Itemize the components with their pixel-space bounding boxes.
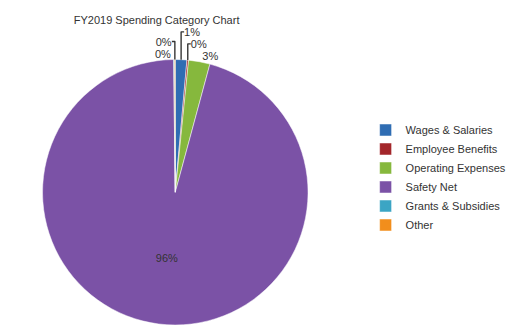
svg-text:FY2019 Spending Category Chart: FY2019 Spending Category Chart (74, 14, 240, 26)
svg-text:0%: 0% (155, 48, 171, 60)
svg-text:Other: Other (406, 219, 434, 231)
svg-text:Wages & Salaries: Wages & Salaries (406, 124, 494, 136)
svg-text:96%: 96% (156, 252, 178, 264)
svg-text:Grants & Subsidies: Grants & Subsidies (406, 200, 501, 212)
svg-text:Operating Expenses: Operating Expenses (406, 162, 506, 174)
svg-text:Employee Benefits: Employee Benefits (406, 143, 498, 155)
svg-text:3%: 3% (202, 50, 218, 62)
svg-text:1%: 1% (184, 26, 200, 38)
svg-text:0%: 0% (191, 38, 207, 50)
svg-text:Safety Net: Safety Net (406, 181, 457, 193)
svg-text:0%: 0% (156, 36, 172, 48)
